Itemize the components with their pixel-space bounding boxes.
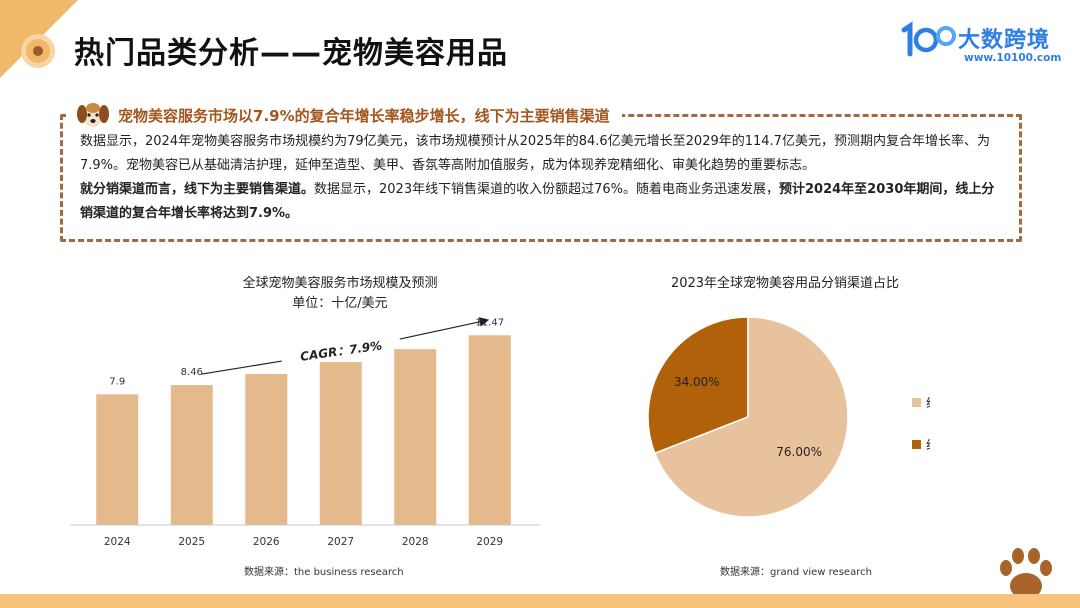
summary-headline: 宠物美容服务市场以7.9%的复合年增长率稳步增长，线下为主要销售渠道 <box>118 106 610 125</box>
bottom-bar <box>0 594 1080 608</box>
bar-data-label: 7.9 <box>109 376 125 387</box>
logo-mark-icon <box>901 21 956 57</box>
pie-slice <box>647 316 749 455</box>
pie-value-label: 76.00% <box>776 445 822 459</box>
page-title: 热门品类分析——宠物美容用品 <box>74 36 508 71</box>
summary-paragraph: 数据显示，2024年宠物美容服务市场规模约为79亿美元，该市场规模预计从2025… <box>80 130 1000 226</box>
pie-value-label: 34.00% <box>674 375 720 389</box>
cagr-arrow-line-left <box>201 360 282 375</box>
pie-slice <box>653 316 849 518</box>
pie-chart-source: 数据来源：grand view research <box>720 567 872 578</box>
cagr-annotation: CAGR：7.9% <box>299 338 383 363</box>
x-tick-label: 2026 <box>253 536 280 548</box>
bar-data-label: 8.46 <box>181 367 203 378</box>
bar-data-label: 11.47 <box>475 317 504 328</box>
x-tick-label: 2029 <box>476 536 503 548</box>
logo-name: 大数跨境 <box>958 28 1051 53</box>
legend-swatch <box>912 440 921 449</box>
summary-bold-1: 就分销渠道而言，线下为主要销售渠道。 <box>80 182 315 197</box>
bar <box>96 394 139 525</box>
x-tick-label: 2027 <box>327 536 354 548</box>
bar <box>245 374 288 525</box>
x-tick-label: 2025 <box>178 536 205 548</box>
legend-label: 线上 <box>926 438 930 452</box>
x-tick-label: 2028 <box>402 536 429 548</box>
summary-text-1: 数据显示，2024年宠物美容服务市场规模约为79亿美元，该市场规模预计从2025… <box>80 134 990 173</box>
summary-bold-2: 预计2024年至2030年期间，线上分销渠道的复合年增长率将达到7.9%。 <box>80 182 995 221</box>
title-bullet-icon <box>26 39 50 63</box>
bar-chart-source: 数据来源：the business research <box>244 567 404 578</box>
brand-logo[interactable]: 大数跨境 www.10100.com <box>900 18 1062 68</box>
bar-chart-title: 全球宠物美容服务市场规模及预测 <box>242 276 438 291</box>
pie-chart: 34.00% 76.00% 线下线上 <box>647 316 930 518</box>
summary-text-2: 数据显示，2023年线下销售渠道的收入份额超过76%。随着电商业务迅速发展， <box>314 182 779 197</box>
bar <box>394 349 437 525</box>
dog-icon <box>77 103 109 127</box>
logo-url: www.10100.com <box>964 52 1062 64</box>
pie-chart-title: 2023年全球宠物美容用品分销渠道占比 <box>670 276 900 291</box>
bar <box>170 385 213 525</box>
legend-swatch <box>912 398 921 407</box>
bar-chart-subtitle: 单位：十亿/美元 <box>292 296 388 311</box>
cagr-arrow-line-right <box>399 317 490 340</box>
bar <box>319 362 362 525</box>
bar-chart: 7.9 2024 8.46 2025 2026 2027 2028 11.47 2029 CAGR… <box>70 317 540 548</box>
summary-headline-row: 宠物美容服务市场以7.9%的复合年增长率稳步增长，线下为主要销售渠道 <box>68 100 622 130</box>
paw-print-icon <box>1000 548 1052 599</box>
x-tick-label: 2024 <box>104 536 131 548</box>
legend-label: 线下 <box>926 396 930 410</box>
bar <box>468 335 511 525</box>
